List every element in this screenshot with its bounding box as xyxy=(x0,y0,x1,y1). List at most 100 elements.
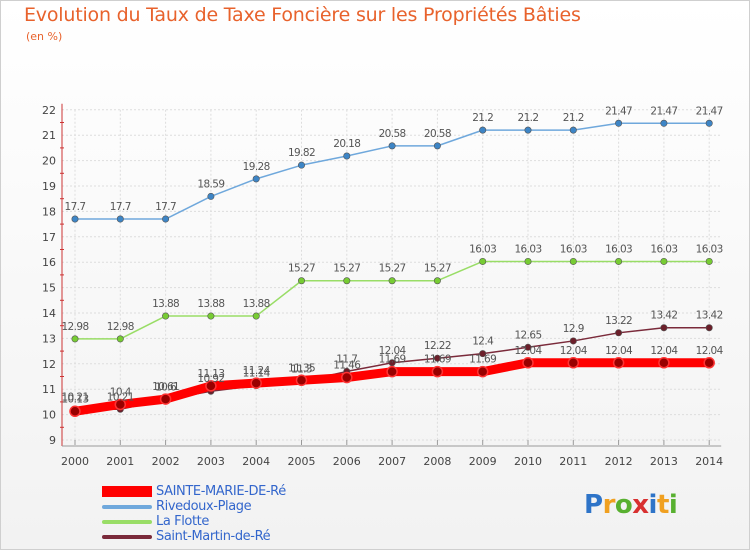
data-point xyxy=(71,335,79,343)
legend-item: SAINTE-MARIE-DE-Ré xyxy=(102,484,286,499)
data-point xyxy=(433,354,441,362)
y-tick-label: 20 xyxy=(42,155,56,168)
data-label: 15.27 xyxy=(424,263,451,275)
data-label: 12.04 xyxy=(650,345,678,357)
data-point xyxy=(567,357,580,369)
data-point xyxy=(116,215,124,223)
data-label: 15.27 xyxy=(379,263,406,275)
y-unit-label: (en %) xyxy=(26,30,63,43)
data-point xyxy=(252,312,260,320)
data-label: 12.98 xyxy=(107,321,134,333)
data-label: 15.27 xyxy=(333,263,360,275)
data-point xyxy=(69,405,81,418)
x-tick-label: 2006 xyxy=(333,455,361,468)
data-point xyxy=(479,257,487,265)
data-point xyxy=(297,277,305,285)
legend-label: La Flotte xyxy=(156,514,209,529)
data-label: 12.22 xyxy=(424,340,451,352)
data-label: 11.46 xyxy=(333,360,361,372)
legend-swatch xyxy=(102,519,152,524)
data-label: 10.4 xyxy=(110,386,132,398)
data-point xyxy=(433,277,441,285)
data-point xyxy=(250,377,262,389)
y-tick-label: 11 xyxy=(42,383,56,396)
data-label: 13.42 xyxy=(696,310,723,322)
data-point xyxy=(388,142,396,150)
y-tick-label: 19 xyxy=(42,180,56,193)
data-point xyxy=(207,192,215,200)
data-point xyxy=(703,357,715,369)
data-label: 16.03 xyxy=(650,243,677,255)
logo-letter: t xyxy=(656,490,669,520)
data-label: 12.9 xyxy=(563,323,584,335)
data-label: 13.22 xyxy=(605,315,632,327)
legend-swatch xyxy=(102,486,152,497)
data-label: 10.92 xyxy=(197,373,224,385)
legend: SAINTE-MARIE-DE-Ré Rivedoux-Plage La Flott… xyxy=(102,484,286,544)
proxiti-logo: Proxiti xyxy=(584,490,678,520)
legend-label: Rivedoux-Plage xyxy=(156,499,252,514)
x-tick-label: 2012 xyxy=(605,455,633,468)
data-label: 21.2 xyxy=(563,112,584,124)
y-tick-label: 14 xyxy=(42,307,56,320)
data-label: 20.58 xyxy=(379,128,406,140)
data-label: 16.03 xyxy=(469,243,496,255)
y-tick-label: 12 xyxy=(42,358,56,371)
data-point xyxy=(207,312,215,320)
data-point xyxy=(162,215,170,223)
data-label: 11.69 xyxy=(379,354,406,366)
legend-label: Saint-Martin-de-Ré xyxy=(156,529,271,544)
y-tick-label: 22 xyxy=(42,104,56,117)
data-point xyxy=(615,257,623,265)
x-tick-label: 2011 xyxy=(559,455,587,468)
data-label: 21.47 xyxy=(605,105,632,117)
data-label: 12.04 xyxy=(514,345,542,357)
logo-letter: o xyxy=(614,490,633,520)
data-point xyxy=(297,161,305,169)
x-tick-label: 2000 xyxy=(61,455,89,468)
series-layer xyxy=(69,119,715,418)
y-tick-label: 21 xyxy=(42,129,56,142)
axes: 9 10 11 12 13 14 15 16 17 18 19 20 21 22 2000 2001 2002 2… xyxy=(42,103,723,468)
legend-swatch xyxy=(102,504,152,509)
data-point xyxy=(71,215,79,223)
logo-letter: x xyxy=(632,490,649,520)
data-point xyxy=(569,337,577,345)
data-label: 11.35 xyxy=(288,362,315,374)
data-label: 21.47 xyxy=(650,105,677,117)
data-label: 10.61 xyxy=(152,381,179,393)
data-point xyxy=(205,380,217,392)
data-label: 21.2 xyxy=(472,112,493,124)
data-label: 10.6 xyxy=(155,381,177,393)
y-tick-label: 16 xyxy=(42,256,56,269)
data-point xyxy=(116,335,124,343)
data-label: 12.98 xyxy=(61,321,88,333)
data-label: 12.04 xyxy=(379,345,407,357)
data-point xyxy=(660,324,668,332)
data-label: 11.24 xyxy=(243,365,271,377)
x-tick-label: 2014 xyxy=(695,455,723,468)
logo-letter: i xyxy=(668,490,678,520)
x-tick-label: 2005 xyxy=(288,455,316,468)
line-chart: 9 10 11 12 13 14 15 16 17 18 19 20 21 22 2000 2001 2002 2… xyxy=(42,103,724,468)
data-label: 12.04 xyxy=(696,345,724,357)
data-point xyxy=(479,350,487,358)
data-label: 20.18 xyxy=(333,138,360,150)
data-label: 16.03 xyxy=(605,243,632,255)
data-label: 10.21 xyxy=(107,391,134,403)
data-label: 19.82 xyxy=(288,147,315,159)
data-label: 21.2 xyxy=(518,112,539,124)
data-label: 16.03 xyxy=(514,243,541,255)
data-point xyxy=(295,374,308,387)
data-label: 13.88 xyxy=(152,298,179,310)
legend-label: SAINTE-MARIE-DE-Ré xyxy=(156,484,286,499)
data-point xyxy=(569,126,577,134)
data-label: 12.04 xyxy=(605,345,633,357)
data-point xyxy=(343,152,351,160)
data-label: 19.28 xyxy=(243,161,270,173)
y-tick-label: 9 xyxy=(49,434,56,447)
data-label: 11.69 xyxy=(469,354,496,366)
y-tick-label: 10 xyxy=(42,409,56,422)
data-point xyxy=(433,142,441,150)
